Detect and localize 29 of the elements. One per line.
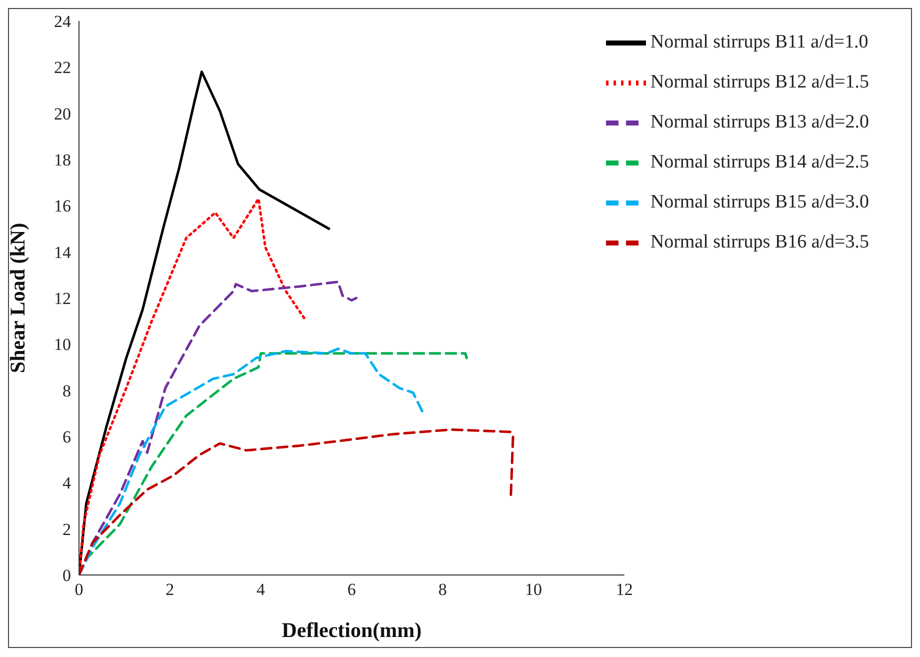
x-tick-label: 0 [74, 580, 84, 600]
legend-label: Normal stirrups B11 a/d=1.0 [650, 31, 868, 52]
x-tick-label: 2 [166, 580, 174, 600]
legend-label: Normal stirrups B15 a/d=3.0 [650, 191, 869, 212]
x-tick-label: 4 [256, 580, 266, 600]
x-tick-label: 10 [524, 580, 542, 600]
x-axis-title: Deflection(mm) [282, 618, 422, 642]
legend-label: Normal stirrups B12 a/d=1.5 [650, 71, 869, 92]
y-tick-label: 16 [54, 196, 71, 216]
y-tick-label: 10 [54, 335, 71, 354]
y-tick-label: 18 [54, 150, 71, 170]
y-tick-label: 20 [54, 104, 71, 124]
x-tick-label: 8 [438, 580, 447, 600]
y-tick-label: 6 [62, 428, 71, 447]
y-tick-label: 14 [54, 242, 72, 262]
y-tick-label: 24 [54, 12, 72, 32]
y-tick-label: 0 [62, 566, 71, 586]
legend-label: Normal stirrups B16 a/d=3.5 [650, 231, 869, 252]
y-tick-label: 22 [54, 58, 71, 78]
line-series [79, 428, 514, 575]
y-tick-label: 8 [62, 381, 71, 400]
legend-label: Normal stirrups B13 a/d=2.0 [650, 111, 869, 132]
legend-label: Normal stirrups B14 a/d=2.5 [650, 151, 869, 172]
y-tick-label: 2 [62, 520, 71, 539]
y-axis-title: Shear Load (kN) [5, 222, 30, 374]
x-tick-label: 6 [347, 580, 356, 600]
y-tick-label: 4 [62, 474, 72, 493]
y-tick-label: 12 [54, 289, 71, 308]
x-tick-label: 12 [616, 580, 633, 600]
